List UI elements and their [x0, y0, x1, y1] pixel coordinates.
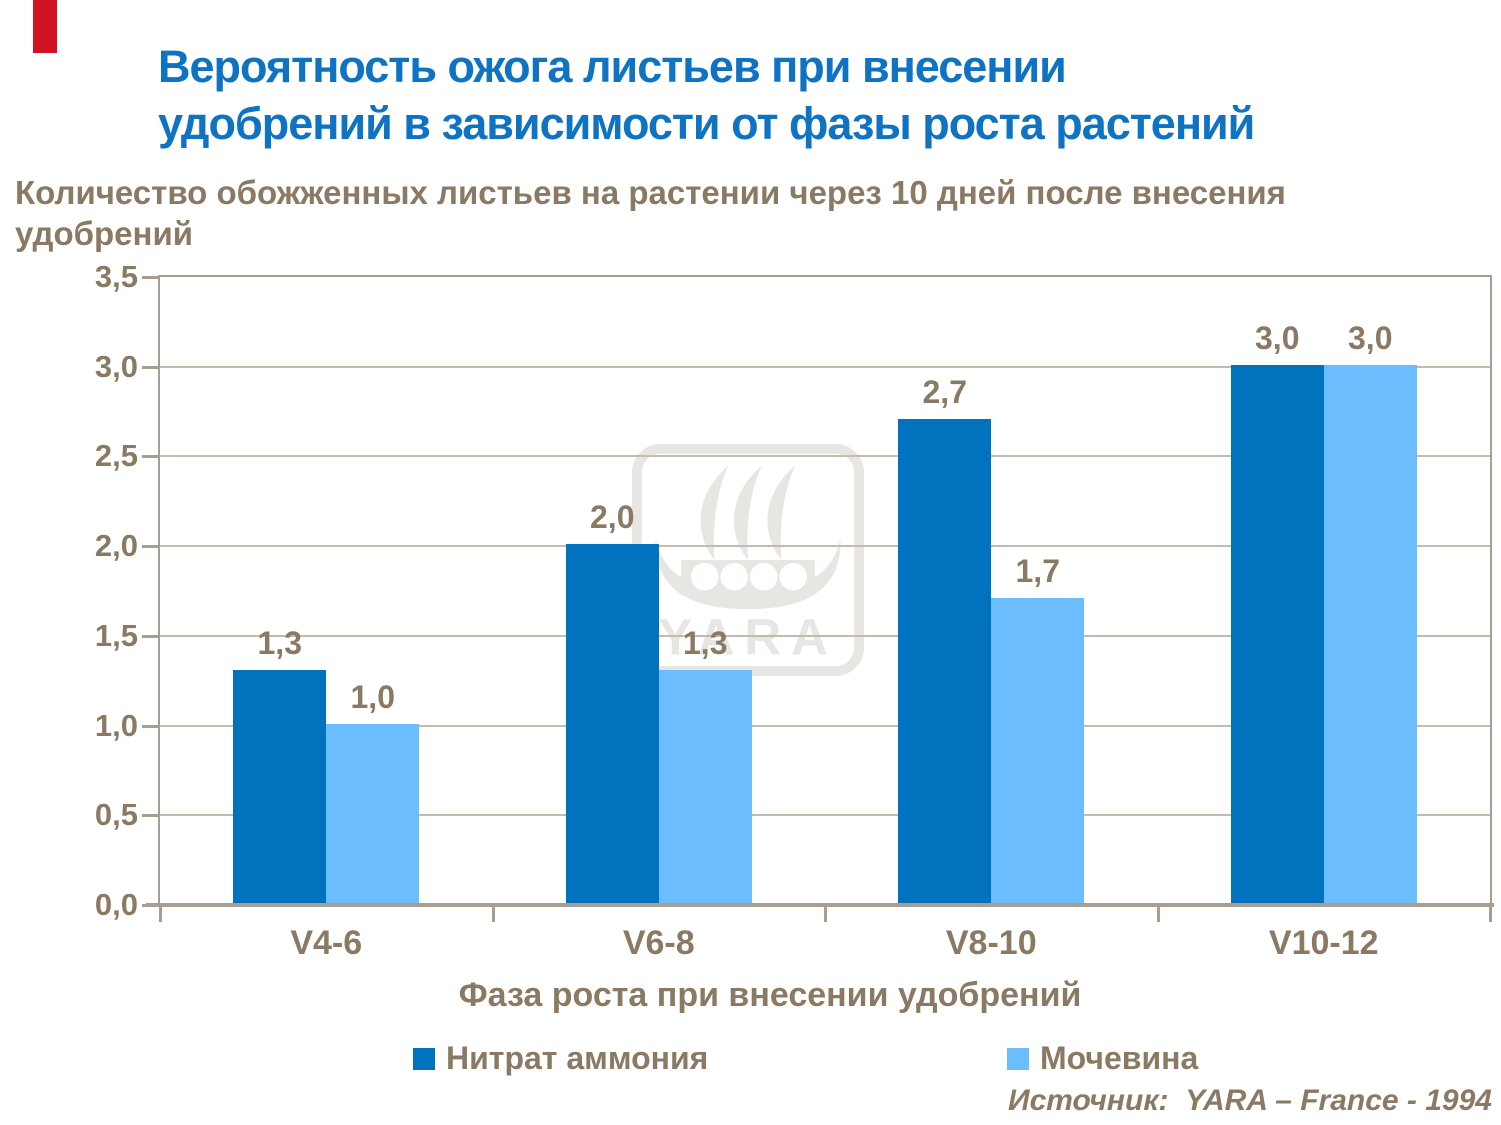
bar-series2 [991, 598, 1085, 903]
bar-series1 [565, 544, 659, 903]
x-axis-tick-mark [1156, 907, 1160, 922]
x-axis-tick-mark [824, 907, 827, 922]
bar-series1 [898, 419, 992, 903]
gridline [160, 545, 1490, 548]
x-axis-tick-mark [159, 907, 162, 922]
y-axis-tick-label: 0,0 [94, 887, 138, 922]
gridline [160, 724, 1490, 727]
red-accent-bar [33, 0, 57, 53]
y-axis-tick-mark [142, 365, 158, 369]
bar-value-label: 3,0 [1255, 320, 1300, 356]
x-axis-category-label: V4-6 [290, 924, 363, 962]
yara-logo-watermark: YARA [631, 443, 865, 677]
bar-series1 [233, 670, 327, 903]
x-axis-category-label: V10-12 [1268, 924, 1379, 962]
y-axis-tick-label: 3,0 [94, 348, 138, 384]
x-axis-category-label: V8-10 [945, 924, 1037, 962]
chart-title-line-2: удобрений в зависимости от фазы роста ра… [158, 98, 1255, 149]
y-axis-tick-label: 2,5 [94, 438, 138, 474]
gridline [160, 634, 1490, 637]
chart-subtitle-line-1: Количество обожженных листьев на растени… [15, 174, 1286, 211]
bar-series2 [1323, 365, 1417, 903]
x-axis-category-label: V6-8 [622, 924, 695, 962]
chart-title-line-1: Вероятность ожога листьев при внесении [158, 41, 1067, 92]
y-axis-tick-label: 1,5 [94, 617, 138, 653]
y-axis-tick-label: 3,5 [94, 259, 138, 294]
svg-text:YARA: YARA [658, 608, 838, 665]
chart-subtitle: Количество обожженных листьев на растени… [15, 172, 1495, 254]
y-axis-tick-mark [142, 634, 158, 638]
bar-value-label: 1,3 [683, 625, 728, 661]
x-axis-tick-mark [491, 907, 495, 922]
gridline [160, 365, 1490, 368]
bar-series2 [326, 724, 420, 903]
source-note: Источник: YARA – France - 1994 [1008, 1084, 1492, 1117]
legend: Нитрат аммония Мочевина [0, 1040, 1501, 1080]
gridline [160, 455, 1490, 458]
legend-swatch-icon [1007, 1047, 1029, 1070]
y-axis-tick-label: 0,5 [94, 797, 138, 833]
y-axis-tick-mark [142, 724, 158, 728]
bar-value-label: 1,3 [257, 625, 302, 661]
y-axis-tick-mark [142, 276, 158, 279]
bar-value-label: 1,7 [1015, 553, 1060, 589]
y-axis-tick-mark [142, 814, 158, 818]
bar-value-label: 1,0 [350, 679, 395, 715]
y-axis-tick-mark [142, 545, 158, 549]
x-axis-title: Фаза роста при внесении удобрений [458, 976, 1082, 1014]
legend-label: Нитрат аммония [446, 1040, 709, 1076]
chart-subtitle-line-2: удобрений [15, 215, 194, 252]
x-axis-line [146, 903, 1494, 907]
bar-value-label: 3,0 [1348, 320, 1393, 356]
chart-title: Вероятность ожога листьев при внесении уд… [158, 38, 1488, 152]
legend-swatch-icon [413, 1047, 435, 1070]
bar-value-label: 2,0 [590, 499, 635, 535]
bar-series2 [658, 670, 752, 903]
legend-item: Нитрат аммония [413, 1040, 708, 1077]
bar-value-label: 2,7 [922, 374, 967, 410]
y-axis-tick-mark [142, 455, 158, 459]
legend-item: Мочевина [1007, 1040, 1198, 1077]
gridline [160, 814, 1490, 817]
bar-series1 [1230, 365, 1324, 903]
y-axis-tick-label: 2,0 [94, 528, 138, 564]
x-axis-tick-mark [1489, 907, 1492, 922]
y-axis-tick-label: 1,0 [94, 707, 138, 743]
legend-label: Мочевина [1040, 1040, 1199, 1076]
